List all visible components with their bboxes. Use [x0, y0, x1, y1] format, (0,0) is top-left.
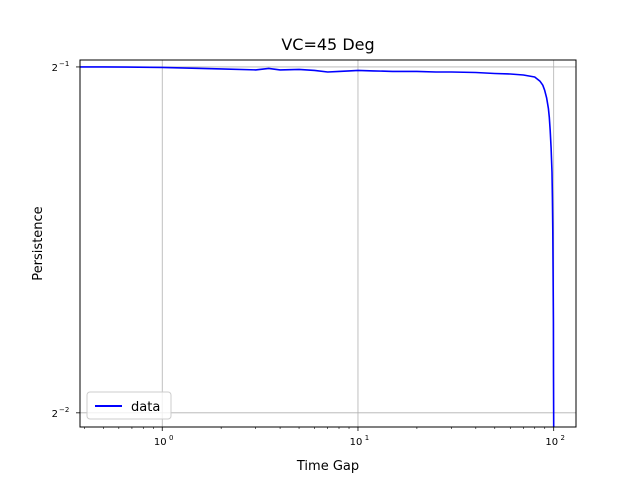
tick-layer: 10 0 10 1 10 22 −12 −2: [52, 60, 565, 448]
axes-frame: [79, 59, 577, 428]
x-axis-label: Time Gap: [296, 459, 359, 474]
y-tick-exponent: −1: [59, 60, 69, 68]
y-axis-label: Persistence: [31, 206, 46, 280]
x-tick-label: 10: [350, 437, 363, 448]
x-tick-exponent: 0: [169, 434, 173, 442]
legend-box: [86, 391, 172, 420]
chart-title: VC=45 Deg: [281, 35, 374, 54]
y-tick-exponent: −2: [59, 406, 69, 414]
x-tick-exponent: 1: [365, 434, 369, 442]
x-tick-label: 10: [154, 437, 167, 448]
legend: data: [86, 391, 172, 420]
x-tick-label: 10: [545, 437, 558, 448]
y-tick-label: 2: [52, 63, 58, 74]
legend-label: data: [131, 400, 160, 415]
x-tick-exponent: 2: [560, 434, 564, 442]
series-layer: [80, 66, 555, 428]
y-tick-label: 2: [52, 409, 58, 420]
series-line-data: [80, 66, 555, 428]
